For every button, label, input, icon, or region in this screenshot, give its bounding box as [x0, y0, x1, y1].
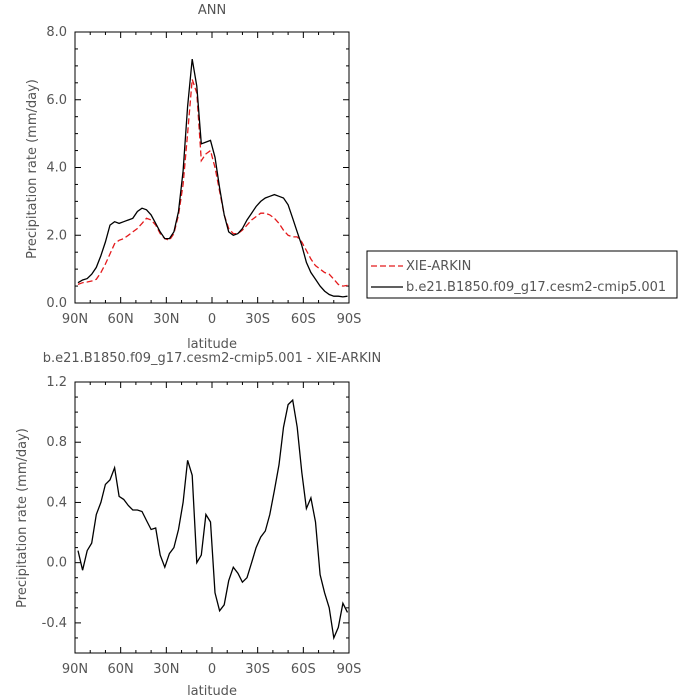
y-axis-label: Precipitation rate (mm/day): [15, 428, 30, 608]
series-line-0: [77, 79, 348, 287]
x-tick-label: 30N: [153, 662, 179, 677]
plot-frame: [74, 31, 350, 304]
legend-box: [366, 250, 678, 299]
y-tick-label: 0.4: [46, 495, 67, 510]
chart-title: ANN: [198, 3, 226, 18]
y-tick-label: 2.0: [46, 228, 67, 243]
y-ticks: -0.4 0.0 0.4 0.8 1.2: [42, 375, 349, 654]
x-tick-label: 60S: [291, 662, 316, 677]
x-axis-label: latitude: [187, 337, 237, 352]
x-tick-label: 30N: [153, 312, 179, 327]
y-tick-label: 1.2: [46, 375, 67, 390]
x-tick-label: 30S: [245, 662, 270, 677]
y-tick-label: 0.8: [46, 435, 67, 450]
x-axis-label: latitude: [187, 684, 237, 699]
x-tick-label: 90S: [337, 312, 362, 327]
x-ticks: 90N 60N 30N 0 30S 60S 90S: [62, 32, 362, 327]
y-ticks: 0.0 2.0 4.0 6.0 8.0: [46, 25, 349, 311]
panel-difference: b.e21.B1850.f09_g17.cesm2-cmip5.001 - XI…: [15, 351, 381, 699]
x-tick-label: 0: [208, 662, 216, 677]
y-tick-label: 0.0: [46, 296, 67, 311]
x-tick-label: 90N: [62, 312, 88, 327]
plot-frame: [74, 381, 350, 654]
y-axis-label: Precipitation rate (mm/day): [25, 79, 40, 259]
x-tick-label: 60S: [291, 312, 316, 327]
x-tick-label: 90S: [337, 662, 362, 677]
y-tick-label: 8.0: [46, 25, 67, 40]
legend: XIE-ARKIN b.e21.B1850.f09_g17.cesm2-cmip…: [366, 250, 678, 299]
x-tick-label: 30S: [245, 312, 270, 327]
panel-annual-mean: ANN Precipitation rate (mm/day) latitude…: [25, 3, 361, 352]
series-lines: [77, 398, 349, 641]
series-line-0: [77, 398, 349, 641]
y-tick-label: 0.0: [46, 556, 67, 571]
x-tick-label: 60N: [108, 662, 134, 677]
x-tick-label: 60N: [108, 312, 134, 327]
x-tick-label: 90N: [62, 662, 88, 677]
legend-label-cesm2: b.e21.B1850.f09_g17.cesm2-cmip5.001: [406, 280, 666, 295]
x-tick-label: 0: [208, 312, 216, 327]
y-tick-label: 6.0: [46, 93, 67, 108]
y-tick-label: -0.4: [42, 616, 67, 631]
legend-label-xie-arkin: XIE-ARKIN: [406, 259, 471, 274]
series-line-1: [77, 58, 348, 298]
y-tick-label: 4.0: [46, 161, 67, 176]
series-lines: [77, 58, 348, 298]
chart-title: b.e21.B1850.f09_g17.cesm2-cmip5.001 - XI…: [43, 351, 382, 366]
